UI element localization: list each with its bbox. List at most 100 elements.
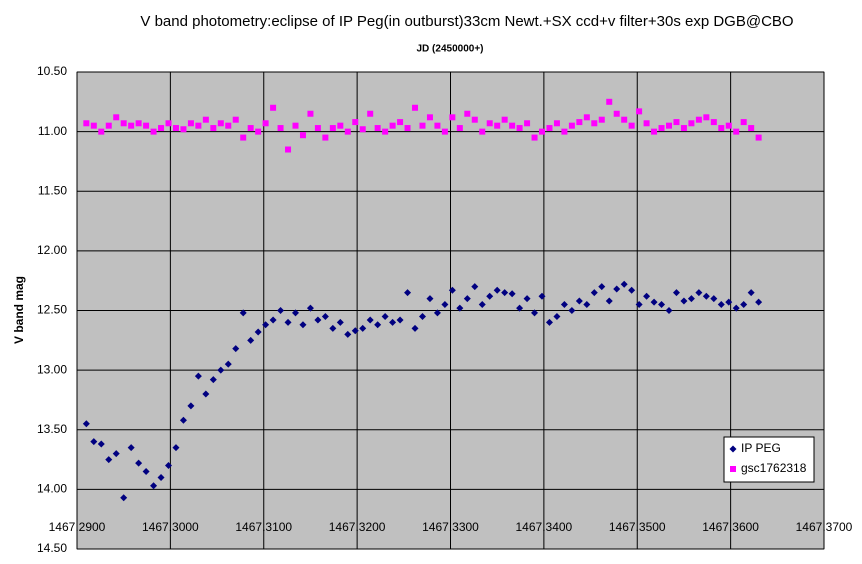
data-point [486,292,494,300]
data-point [486,120,493,127]
legend-label: IP PEG [741,441,781,455]
data-point [90,438,98,446]
legend-label: gsc1762318 [741,461,807,475]
data-point [97,440,105,448]
data-point [232,116,239,123]
data-point [113,114,120,121]
legend-marker [729,445,737,453]
data-point [336,318,344,326]
y-tick-label: 10.50 [37,64,67,78]
data-point [344,330,352,338]
data-point [366,316,374,324]
data-point [284,318,292,326]
data-point [509,122,516,129]
data-point [210,125,217,132]
data-point [434,122,441,129]
data-point [179,416,187,424]
data-point [98,128,105,135]
data-point [673,119,680,126]
data-point [621,116,628,123]
data-point [270,104,277,111]
data-point [613,110,620,117]
data-point [471,116,478,123]
data-point [314,316,322,324]
data-point [695,116,702,123]
data-point [306,304,314,312]
data-point [747,289,755,297]
data-point [493,286,501,294]
data-point [688,120,695,127]
data-point [560,301,568,309]
data-point [636,108,643,115]
data-point [598,283,606,291]
data-point [575,297,583,305]
data-point [291,309,299,317]
data-point [277,307,285,314]
data-point [553,312,561,320]
data-point [680,125,687,132]
data-point [389,122,396,129]
data-point [314,125,321,132]
data-point [82,420,90,428]
data-point [740,301,748,309]
data-point [247,336,255,344]
data-point [651,128,658,135]
data-point [209,376,217,384]
data-point [740,119,747,126]
data-point [478,301,486,309]
data-point [516,125,523,132]
data-point [329,125,336,132]
x-tick-label: 1467.3300 [422,520,479,534]
data-point [702,292,710,300]
data-point [172,125,179,132]
data-point [448,286,456,294]
y-tick-label: 14.50 [37,541,67,555]
data-point [553,120,560,127]
x-tick-label: 1467.3100 [235,520,292,534]
data-point [501,289,509,297]
data-point [665,122,672,129]
data-point [591,120,598,127]
data-point [650,298,658,306]
data-point [359,324,367,332]
data-point [292,122,299,129]
legend-box [723,436,815,483]
y-tick-label: 12.00 [37,243,67,257]
data-point [718,125,725,132]
x-tick-label: 1467.3700 [796,520,853,534]
data-point [539,128,546,135]
data-point [150,482,158,490]
data-point [531,309,539,317]
data-point [240,134,247,141]
data-point [464,110,471,117]
data-point [433,309,441,317]
data-point [187,120,194,127]
data-point [180,126,187,133]
data-point [456,125,463,132]
y-axis-label: V band mag [12,276,26,344]
data-point [120,494,128,502]
data-point [441,128,448,135]
x-tick-label: 1467.3400 [516,520,573,534]
data-point [643,120,650,127]
data-point [172,444,180,452]
data-point [449,114,456,121]
data-point [285,146,292,153]
data-point [419,122,426,129]
data-point [158,125,165,132]
chart-title: V band photometry:eclipse of IP Peg(in o… [140,13,793,30]
data-point [105,456,113,464]
y-tick-label: 14.00 [37,482,67,496]
data-point [516,304,524,312]
data-point [508,290,516,298]
data-point [374,125,381,132]
data-point [725,122,732,129]
data-point [733,128,740,135]
data-point [194,372,202,380]
data-point [143,122,150,129]
data-point [217,366,225,374]
data-point [187,402,195,410]
data-point [404,289,412,297]
data-point [352,119,359,126]
